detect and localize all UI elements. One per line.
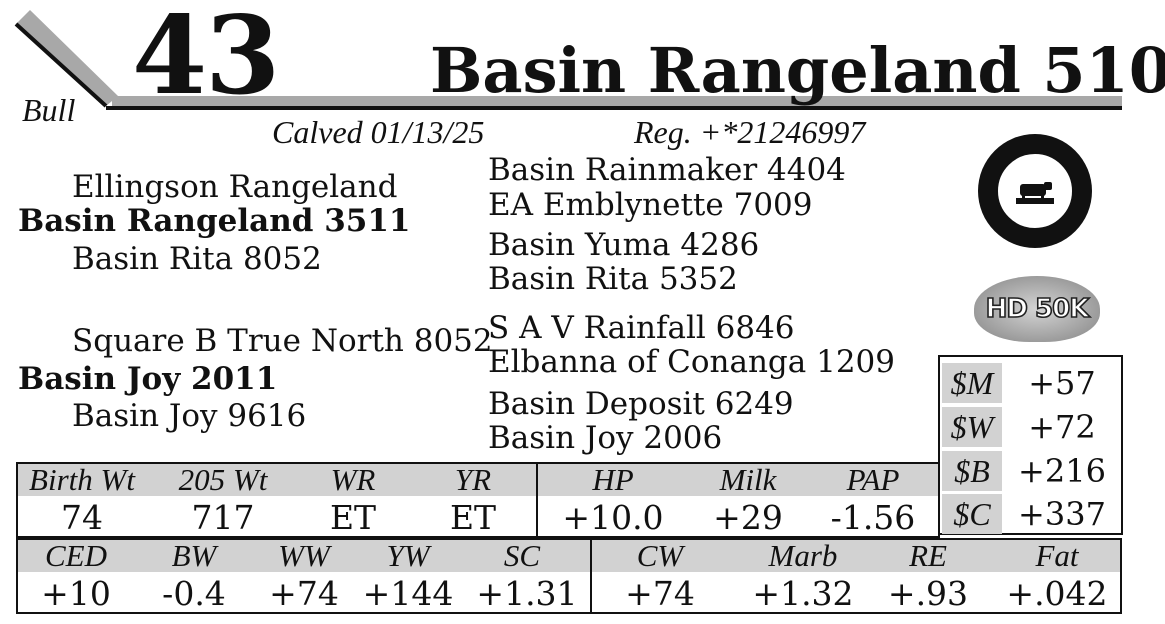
header-cell: Fat — [1035, 538, 1079, 573]
value-cell: +10 — [41, 574, 111, 613]
calved-date: Calved 01/13/25 — [272, 114, 485, 150]
dollar-value: +216 — [1018, 452, 1106, 490]
pedigree-sire-sire: Ellingson Rangeland — [72, 169, 398, 205]
certified-angus-beef-seal-icon — [978, 134, 1092, 248]
header-cell: Birth Wt — [29, 462, 135, 497]
epd-header — [18, 540, 1120, 572]
dollar-label: $M — [942, 363, 1002, 403]
pedigree-sire: Basin Rangeland 3511 — [18, 203, 411, 239]
dollar-value: +57 — [1028, 364, 1096, 402]
header-cell: Milk — [719, 462, 777, 497]
value-cell: 74 — [61, 498, 103, 537]
table-divider — [536, 464, 538, 536]
dollar-value: +72 — [1028, 408, 1096, 446]
header-cell: 205 Wt — [178, 462, 268, 497]
header-cell: YW — [386, 538, 430, 573]
pedigree-far-3: Basin Yuma 4286 — [488, 227, 760, 263]
header-cell: WR — [330, 462, 376, 497]
cow-icon — [1016, 182, 1054, 204]
pedigree-far-4: Basin Rita 5352 — [488, 261, 738, 297]
value-cell: -1.56 — [830, 498, 916, 537]
value-cell: +74 — [625, 574, 695, 613]
pedigree-far-2: EA Emblynette 7009 — [488, 187, 813, 223]
pedigree-far-6: Elbanna of Conanga 1209 — [488, 344, 895, 380]
hd-50k-badge: HD 50K — [974, 276, 1100, 342]
header-cell: BW — [171, 538, 217, 573]
lot-number: 43 — [132, 0, 280, 119]
value-cell: ET — [329, 498, 377, 537]
dollar-index-box: $M +57 $W +72 $B +216 $C +337 — [938, 355, 1123, 535]
header-cell: Marb — [768, 538, 838, 573]
value-cell: +.042 — [1006, 574, 1108, 613]
table-divider — [590, 540, 592, 612]
header-cell: RE — [909, 538, 947, 573]
value-cell: +74 — [269, 574, 339, 613]
pedigree-dam-sire: Square B True North 8052 — [72, 323, 493, 359]
value-cell: +1.32 — [752, 574, 854, 613]
value-cell: +.93 — [887, 574, 969, 613]
value-cell: +10.0 — [562, 498, 664, 537]
value-cell: +144 — [362, 574, 454, 613]
dollar-row: $B +216 — [940, 449, 1121, 493]
dollar-row: $C +337 — [940, 492, 1121, 536]
registration-number: Reg. +*21246997 — [634, 114, 866, 150]
header-cell: PAP — [846, 462, 900, 497]
header-cell: CED — [45, 538, 107, 573]
dollar-label: $C — [942, 494, 1002, 534]
animal-name: Basin Rangeland 5107 — [430, 34, 1165, 107]
hd-50k-label: HD 50K — [985, 293, 1090, 325]
value-cell: 717 — [191, 498, 255, 537]
performance-header — [18, 464, 938, 496]
value-cell: -0.4 — [162, 574, 226, 613]
pedigree-far-8: Basin Joy 2006 — [488, 420, 723, 456]
header-cell: WW — [278, 538, 330, 573]
pedigree-dam-dam: Basin Joy 9616 — [72, 398, 307, 434]
dollar-row: $M +57 — [940, 361, 1121, 405]
performance-table: Birth Wt 205 Wt WR YR HP Milk PAP 74 717… — [16, 462, 940, 538]
header-cell: YR — [454, 462, 492, 497]
dollar-label: $B — [942, 451, 1002, 491]
pedigree-far-1: Basin Rainmaker 4404 — [488, 152, 846, 188]
pedigree-dam: Basin Joy 2011 — [18, 361, 278, 397]
value-cell: +29 — [713, 498, 783, 537]
header-cell: HP — [592, 462, 634, 497]
header-cell: SC — [503, 538, 541, 573]
pedigree-sire-dam: Basin Rita 8052 — [72, 241, 322, 277]
pedigree-far-5: S A V Rainfall 6846 — [488, 310, 795, 346]
sex-label: Bull — [22, 92, 76, 128]
header-cell: CW — [636, 538, 684, 573]
value-cell: ET — [449, 498, 497, 537]
header-stripe — [14, 10, 1122, 110]
pedigree-far-7: Basin Deposit 6249 — [488, 386, 794, 422]
dollar-label: $W — [942, 407, 1002, 447]
epd-table: CED BW WW YW SC CW Marb RE Fat +10 -0.4 … — [16, 538, 1122, 614]
value-cell: +1.31 — [476, 574, 578, 613]
dollar-row: $W +72 — [940, 405, 1121, 449]
dollar-value: +337 — [1018, 495, 1106, 533]
